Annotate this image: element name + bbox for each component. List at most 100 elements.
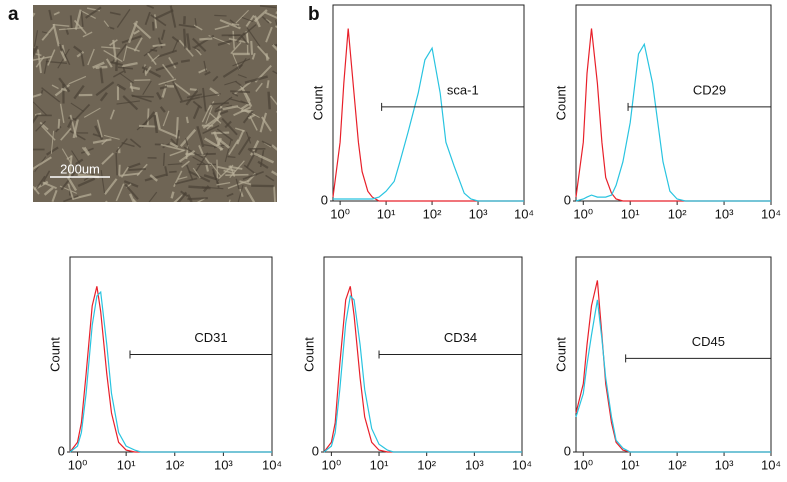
cell [172, 81, 183, 102]
cell [168, 56, 177, 69]
histogram-line [575, 280, 771, 453]
cell [76, 51, 85, 58]
x-tick-label: 10² [417, 457, 436, 472]
cell [96, 119, 103, 138]
cell [228, 139, 239, 156]
cell [229, 160, 245, 179]
cell [67, 119, 73, 128]
cell [43, 186, 54, 196]
cell [155, 62, 179, 72]
cell [214, 24, 230, 31]
cell [186, 33, 191, 51]
x-tick-label: 10¹ [621, 457, 640, 472]
x-tick-label: 10⁰ [322, 457, 342, 472]
cell [53, 11, 60, 16]
y-tick-label: 0 [58, 443, 65, 458]
x-tick-label: 10⁰ [330, 206, 350, 221]
cell [35, 55, 45, 68]
cell [124, 183, 139, 200]
cell [264, 11, 277, 19]
x-tick-label: 10³ [214, 457, 233, 472]
x-tick-label: 10² [668, 457, 687, 472]
cell [117, 66, 133, 70]
cell [227, 179, 250, 189]
cell [144, 11, 151, 26]
cell [63, 195, 79, 202]
x-tick-label: 10² [423, 206, 442, 221]
histogram-line [575, 42, 771, 202]
histogram-line [69, 286, 272, 453]
cell [128, 193, 136, 202]
cell [121, 61, 138, 68]
cell [92, 61, 105, 69]
cell [204, 71, 211, 76]
cell [58, 43, 63, 52]
y-tick-label: 0 [321, 192, 328, 207]
cell [259, 112, 268, 133]
x-tick-label: 10⁴ [262, 457, 282, 472]
cell [239, 188, 244, 198]
cell [72, 193, 92, 200]
cell [174, 177, 198, 185]
x-tick-label: 10⁴ [761, 206, 781, 221]
cell [73, 84, 85, 100]
cell [170, 191, 175, 199]
cell [95, 65, 108, 70]
cell [244, 75, 268, 84]
cell [181, 160, 190, 168]
cell [244, 186, 256, 202]
histogram-line [323, 286, 522, 453]
cell [219, 109, 229, 115]
cell [131, 95, 154, 98]
cell [99, 92, 108, 102]
cell [169, 170, 177, 174]
cell [73, 45, 83, 54]
cell [209, 112, 222, 124]
cell [68, 155, 73, 179]
cell [85, 6, 102, 19]
cell [192, 46, 201, 52]
cell [115, 138, 128, 153]
cell [159, 106, 166, 113]
cell [185, 116, 189, 124]
cell [161, 63, 175, 79]
cell [103, 49, 123, 63]
histogram-line [332, 28, 524, 202]
cell [235, 80, 244, 88]
cell [82, 31, 93, 38]
cell [73, 103, 91, 121]
cell [152, 43, 166, 48]
cell [50, 130, 55, 154]
cell [150, 48, 158, 52]
cell [266, 80, 270, 89]
cell [243, 23, 257, 36]
cell [231, 23, 240, 26]
cell [33, 93, 42, 98]
cell [51, 84, 59, 90]
x-tick-label: 10⁰ [68, 457, 88, 472]
cell [40, 124, 56, 141]
cell [42, 181, 57, 190]
cell [224, 80, 237, 86]
cell [35, 120, 47, 132]
cell [57, 118, 61, 129]
cell [185, 137, 190, 150]
cell [121, 35, 142, 44]
cell [179, 128, 197, 147]
cell [127, 20, 139, 44]
cell [101, 46, 121, 49]
cell [59, 49, 67, 62]
cell [224, 139, 232, 163]
cell [95, 81, 115, 97]
cell [46, 146, 59, 156]
cell [75, 158, 84, 166]
cell [154, 111, 161, 130]
cell [33, 168, 34, 171]
cell [217, 39, 232, 46]
cell [48, 9, 53, 21]
cell [109, 109, 115, 120]
cell [122, 95, 139, 111]
cell [160, 143, 185, 152]
gate-label: CD34 [444, 330, 477, 345]
cell [112, 39, 118, 63]
